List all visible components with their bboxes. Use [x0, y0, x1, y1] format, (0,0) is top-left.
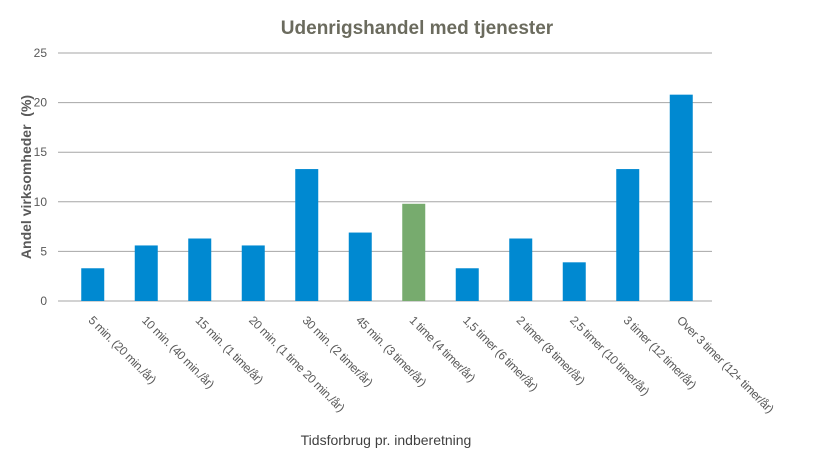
- bars: [81, 94, 693, 301]
- y-axis-ticks: 0 5 10 15 20 25: [34, 46, 48, 308]
- gridlines: [58, 52, 712, 302]
- bar: [188, 238, 212, 301]
- y-tick-label: 25: [34, 46, 48, 60]
- bar: [509, 238, 533, 301]
- bar: [134, 245, 158, 301]
- bar: [669, 94, 693, 301]
- x-tick-label: Over 3 timer (12+ timer/år): [674, 313, 777, 416]
- y-tick-label: 20: [34, 96, 48, 110]
- y-tick-label: 5: [40, 244, 47, 258]
- bar: [562, 262, 586, 301]
- y-tick-label: 15: [34, 145, 48, 159]
- y-axis-label: Andel virksomheder (%): [18, 95, 34, 259]
- chart-title: Udenrigshandel med tjenester: [281, 18, 554, 39]
- bar: [295, 169, 319, 301]
- bar: [616, 169, 640, 301]
- x-axis-label: Tidsforbrug pr. indberetning: [301, 432, 472, 448]
- bar: [455, 268, 479, 301]
- bar: [348, 232, 372, 301]
- bar: [402, 203, 426, 301]
- x-tick-label: 20 min. (1 time 20 min./år): [246, 313, 348, 415]
- y-tick-label: 10: [34, 195, 48, 209]
- bar: [241, 245, 265, 301]
- x-axis-ticks: 5 min. (20 min./år)10 min. (40 min./år)1…: [86, 313, 777, 416]
- y-tick-label: 0: [40, 294, 47, 308]
- bar: [81, 268, 105, 301]
